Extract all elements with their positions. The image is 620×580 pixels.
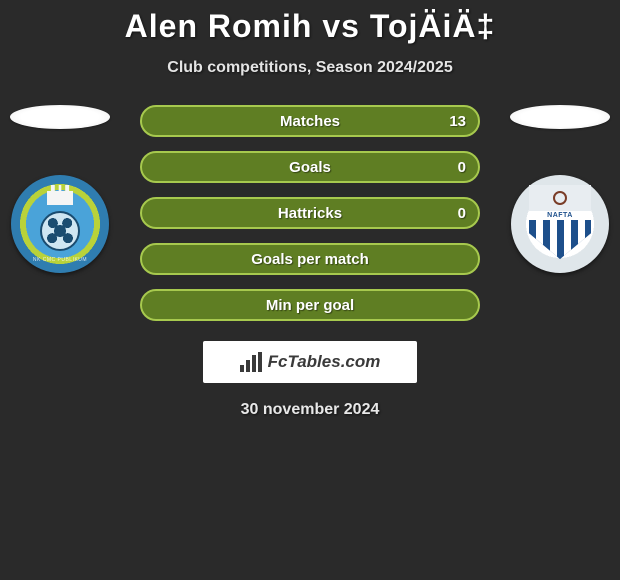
stat-label: Goals per match [251,251,369,268]
stat-bar: Goals 0 [140,151,480,183]
player-pitch-right [510,105,610,129]
club-badge-left [11,175,109,273]
stat-label: Matches [280,113,340,130]
right-player-column: NAFTA [500,105,620,273]
castle-icon [47,185,73,205]
attribution-badge: FcTables.com [203,341,417,383]
stat-list: Matches 13 Goals 0 Hattricks 0 Goals per match… [140,105,480,321]
stat-label: Hattricks [278,205,342,222]
stripes-icon [529,220,591,259]
stat-label: Min per goal [266,297,354,314]
stat-label: Goals [289,159,331,176]
stat-value-right: 13 [449,113,466,130]
stat-bar: Matches 13 [140,105,480,137]
attribution-text: FcTables.com [268,352,381,372]
stat-value-right: 0 [458,205,466,222]
left-player-column [0,105,120,273]
bar-chart-icon [240,352,262,372]
soccer-ball-icon [40,211,80,251]
shield-label: NAFTA [529,211,591,220]
comparison-content: NAFTA Matches 13 Goals 0 Hattricks 0 Goals per… [0,105,620,419]
ring-icon [553,191,567,205]
stat-bar: Hattricks 0 [140,197,480,229]
stat-value-right: 0 [458,159,466,176]
stat-bar: Min per goal [140,289,480,321]
club-badge-right: NAFTA [511,175,609,273]
player-pitch-left [10,105,110,129]
page-title: Alen Romih vs TojÄiÄ‡ [0,0,620,45]
subtitle: Club competitions, Season 2024/2025 [0,59,620,77]
date-line: 30 november 2024 [0,401,620,419]
shield-icon: NAFTA [529,185,591,259]
stat-bar: Goals per match [140,243,480,275]
